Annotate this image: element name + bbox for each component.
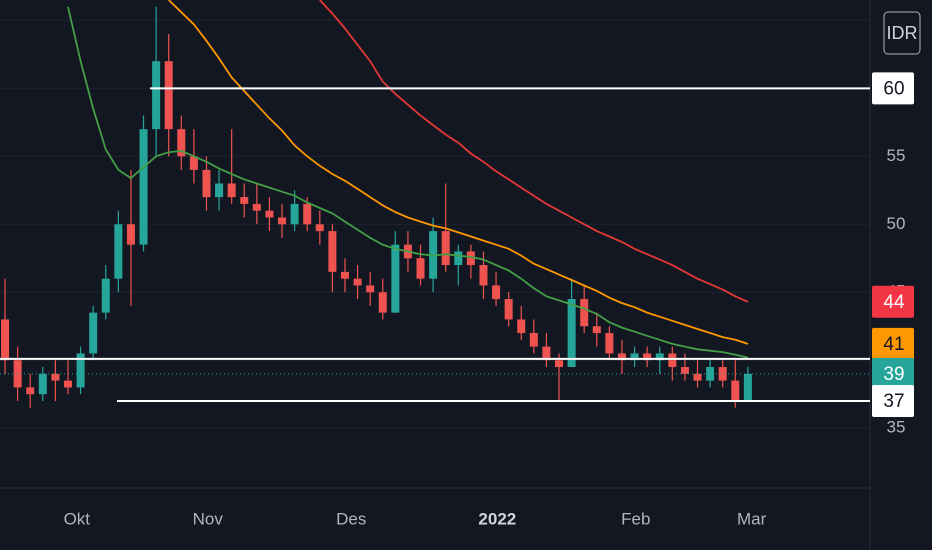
- price-label-box: [872, 327, 914, 360]
- candle-body: [366, 285, 375, 293]
- price-label-box: [872, 285, 914, 318]
- candle-body: [340, 271, 349, 279]
- candle-body: [605, 333, 614, 354]
- candle-body: [592, 326, 601, 334]
- candle-body: [51, 373, 60, 381]
- candle-body: [680, 367, 689, 374]
- x-tick-label: Des: [336, 509, 366, 528]
- candle-body: [668, 353, 677, 368]
- candle-body: [391, 244, 400, 313]
- x-tick-label: Feb: [621, 509, 650, 528]
- x-tick-label: Okt: [64, 509, 91, 528]
- candle-body: [38, 373, 47, 395]
- candle-body: [328, 231, 337, 272]
- price-label: 41: [883, 334, 904, 355]
- candle-body: [240, 197, 249, 204]
- candle-body: [126, 224, 135, 245]
- candle-body: [718, 367, 727, 381]
- candle-body: [441, 231, 450, 266]
- candle-body: [164, 61, 173, 130]
- candle-body: [567, 299, 576, 368]
- moving-average: [319, 0, 749, 303]
- candle-body: [617, 353, 626, 361]
- candle-body: [139, 129, 148, 245]
- candle-body: [630, 353, 639, 361]
- candle-body: [215, 183, 224, 198]
- candle-body: [26, 387, 35, 395]
- candle-body: [76, 353, 85, 388]
- x-tick-label: Mar: [737, 509, 767, 528]
- candle-body: [353, 278, 362, 286]
- y-tick-label: 55: [887, 146, 906, 165]
- candle-body: [517, 319, 526, 334]
- candle-body: [466, 251, 475, 266]
- candle-body: [315, 224, 324, 232]
- candle-body: [454, 251, 463, 266]
- axes: 35404550556065OktNovDes2022FebMar6044413…: [64, 10, 914, 528]
- candle-body: [643, 353, 652, 361]
- currency: IDR: [887, 23, 918, 43]
- candle-body: [189, 156, 198, 170]
- price-label-box: [872, 357, 914, 390]
- candle-body: [580, 299, 589, 327]
- moving-average: [168, 0, 749, 345]
- candle-body: [731, 380, 740, 402]
- plot: [0, 0, 870, 408]
- candle-body: [303, 203, 312, 225]
- price-label-box: [872, 385, 914, 418]
- candle-body: [706, 367, 715, 381]
- candle-body: [252, 203, 261, 211]
- candle-body: [1, 319, 10, 361]
- y-tick-label: 35: [887, 418, 906, 437]
- candle-body: [504, 299, 513, 320]
- price-label: 44: [883, 292, 905, 313]
- candle-body: [479, 265, 488, 286]
- candle-body: [114, 224, 123, 279]
- candle-body: [152, 61, 161, 130]
- candle-body: [63, 380, 72, 388]
- candle-body: [202, 169, 211, 198]
- price-label: 37: [883, 391, 904, 412]
- candle-body: [529, 333, 538, 347]
- candle-body: [13, 360, 22, 388]
- candle-body: [416, 258, 425, 279]
- candle-body: [555, 360, 564, 368]
- price-label-box: [872, 72, 914, 105]
- candle-body: [743, 373, 752, 402]
- candle-body: [227, 183, 236, 198]
- candle-body: [492, 285, 501, 300]
- y-tick-label: 50: [887, 214, 906, 233]
- x-tick-label: 2022: [478, 509, 516, 528]
- price-label: 39: [883, 364, 904, 385]
- candle-body: [177, 129, 186, 157]
- candle-body: [655, 353, 664, 361]
- moving-average: [67, 6, 749, 359]
- candle-body: [542, 346, 551, 361]
- candle-body: [101, 278, 110, 313]
- x-tick-label: Nov: [193, 509, 224, 528]
- candle-body: [89, 312, 98, 354]
- price-label: 60: [883, 78, 904, 99]
- candle-body: [378, 292, 387, 313]
- candle-body: [265, 210, 274, 218]
- currency-box[interactable]: [883, 11, 921, 55]
- candle-body: [290, 203, 299, 225]
- candle-body: [693, 373, 702, 381]
- candle-body: [278, 217, 287, 225]
